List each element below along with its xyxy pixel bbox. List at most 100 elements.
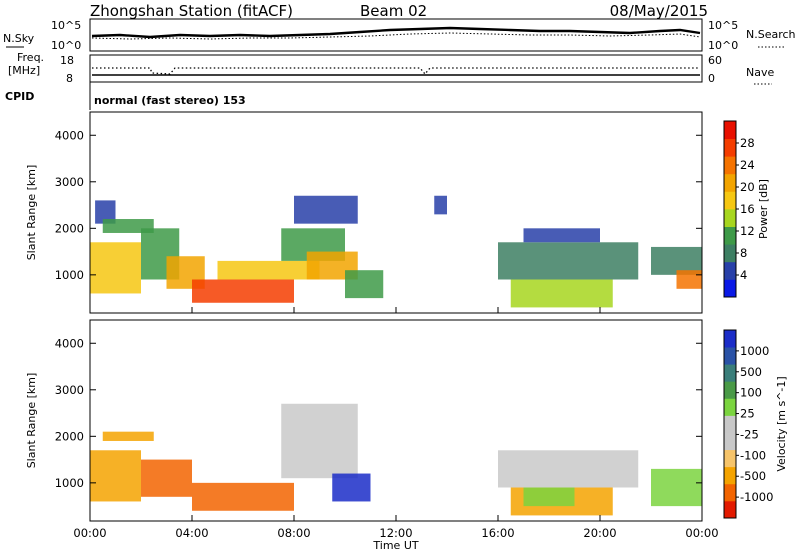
nsky-lo-tick: 10^0	[51, 39, 81, 52]
velocity-cbar-cell-7	[724, 381, 736, 399]
xtick-label-2: 08:00	[277, 526, 310, 540]
power-cbar-cell-2	[724, 244, 736, 263]
velocity-region-5	[332, 473, 371, 502]
xtick-label-6: 00:00	[685, 526, 718, 540]
velocity-cbar-title: Velocity [m s^-1]	[775, 376, 788, 471]
velocity-cbar-cell-0	[724, 500, 736, 519]
power-cbar-title: Power [dB]	[757, 179, 770, 239]
power-cbar-label-2: 12	[740, 224, 755, 238]
velocity-cbar-label-6: -500	[740, 469, 766, 483]
power-cbar-cell-1	[724, 261, 736, 280]
nave-label: Nave	[746, 66, 774, 79]
freq-lo-tick: 8	[66, 72, 73, 85]
xtick-label-5: 20:00	[583, 526, 616, 540]
power-cbar-label-5: 24	[740, 158, 755, 172]
nsky-strip-frame	[89, 18, 703, 52]
xtick-label-1: 04:00	[175, 526, 208, 540]
power-cbar-cell-9	[724, 121, 736, 139]
station-title: Zhongshan Station (fitACF)	[90, 2, 293, 20]
nsearch-label: N.Search	[746, 28, 796, 41]
xtick-label-3: 12:00	[379, 526, 412, 540]
velocity-cbar-cell-8	[724, 364, 736, 382]
velocity-cbar-cell-3	[724, 449, 736, 468]
nave-hi-tick: 60	[708, 54, 722, 67]
freq-label: Freq.	[17, 51, 44, 64]
cpid-label: CPID	[5, 90, 34, 103]
power-region-14	[523, 228, 600, 243]
power-region-10	[345, 270, 384, 299]
velocity-cbar-label-2: 100	[740, 386, 762, 400]
freq-strip: Freq. [MHz] 18 8 60 0 Nave	[8, 51, 774, 85]
freq-strip-frame	[89, 54, 703, 83]
velocity-colorbar: 1000 500 100 25 -25 -100 -500 -1000 Velocity [m …	[723, 329, 788, 519]
nsearch-lo-tick: 10^0	[708, 39, 738, 52]
x-axis-label: Time UT	[372, 539, 418, 552]
power-cbar-label-0: 4	[740, 268, 747, 282]
velocity-ytick-label-1000: 1000	[55, 476, 84, 490]
velocity-cbar-label-5: -100	[740, 448, 766, 462]
nsky-strip: N.Sky 10^5 10^0 10^5 10^0 N.Search	[3, 18, 796, 52]
velocity-cbar-cell-4	[724, 432, 736, 451]
velocity-region-2	[141, 459, 192, 497]
velocity-cbar-cell-5	[724, 415, 736, 433]
velocity-region-4	[281, 403, 358, 479]
velocity-cbar-cell-6	[724, 398, 736, 416]
velocity-region-6	[498, 450, 639, 488]
velocity-cbar-cell-1	[724, 483, 736, 502]
velocity-cbar-label-4: -25	[740, 427, 759, 441]
velocity-ytick-label-3000: 3000	[55, 383, 84, 397]
power-panel: 1000 2000 3000 4000 Slant Range [km]	[25, 111, 703, 314]
power-colorbar: 4 8 12 16 20 24 28 Power [dB]	[723, 120, 770, 298]
xtick-label-0: 00:00	[73, 526, 106, 540]
velocity-region-8	[523, 487, 575, 507]
power-region-16	[676, 270, 702, 289]
nsky-label: N.Sky	[3, 32, 35, 45]
velocity-ylabel: Slant Range [km]	[25, 373, 38, 469]
power-region-5	[192, 279, 294, 303]
date-label: 08/May/2015	[610, 2, 708, 20]
velocity-region-9	[651, 468, 702, 507]
velocity-cbar-label-3: 25	[740, 407, 755, 421]
power-ytick-label-2000: 2000	[55, 221, 84, 235]
power-cbar-cell-4	[724, 209, 736, 227]
velocity-region-0	[90, 450, 141, 502]
power-region-1	[95, 200, 116, 224]
power-region-8	[294, 195, 358, 224]
x-axis-ticks: 00:00 04:00 08:00 12:00 16:00 20:00 00:00	[73, 526, 718, 540]
velocity-cbar-cell-10	[724, 330, 736, 348]
power-cbar-cell-3	[724, 226, 736, 245]
power-cbar-label-6: 28	[740, 136, 755, 150]
power-cbar-label-1: 8	[740, 246, 747, 260]
power-region-11	[434, 195, 447, 215]
nsky-hi-tick: 10^5	[51, 19, 81, 32]
velocity-region-3	[192, 482, 294, 511]
beam-label: Beam 02	[360, 2, 427, 20]
power-cbar-cell-0	[724, 279, 736, 298]
velocity-cbar-frame	[723, 329, 737, 519]
power-cbar-cell-6	[724, 173, 736, 192]
velocity-ytick-label-2000: 2000	[55, 429, 84, 443]
freq-hi-tick: 18	[60, 54, 74, 67]
power-region-12	[498, 242, 639, 280]
power-cbar-label-3: 16	[740, 202, 755, 216]
power-region-13	[510, 279, 613, 308]
power-region-6	[217, 260, 320, 280]
velocity-region-1	[102, 431, 154, 441]
power-region-0	[90, 242, 141, 294]
power-cbar-label-4: 20	[740, 180, 755, 194]
velocity-panel: 1000 2000 3000 4000 Slant Range [km]	[25, 319, 703, 522]
velocity-ytick-label-4000: 4000	[55, 336, 84, 350]
nsky-trace	[91, 26, 701, 39]
velocity-cbar-cell-2	[724, 466, 736, 485]
nave-lo-tick: 0	[708, 72, 715, 85]
power-ylabel: Slant Range [km]	[25, 165, 38, 261]
power-ytick-label-4000: 4000	[55, 128, 84, 142]
xtick-label-4: 16:00	[481, 526, 514, 540]
power-cbar-cell-5	[724, 191, 736, 210]
nave-trace	[92, 67, 700, 76]
power-cbar-cell-8	[724, 138, 736, 157]
velocity-cbar-label-0: 1000	[740, 344, 769, 358]
freq-unit-label: [MHz]	[8, 64, 40, 77]
cpid-mode-label: normal (fast stereo) 153	[94, 94, 246, 107]
power-ytick-label-3000: 3000	[55, 175, 84, 189]
